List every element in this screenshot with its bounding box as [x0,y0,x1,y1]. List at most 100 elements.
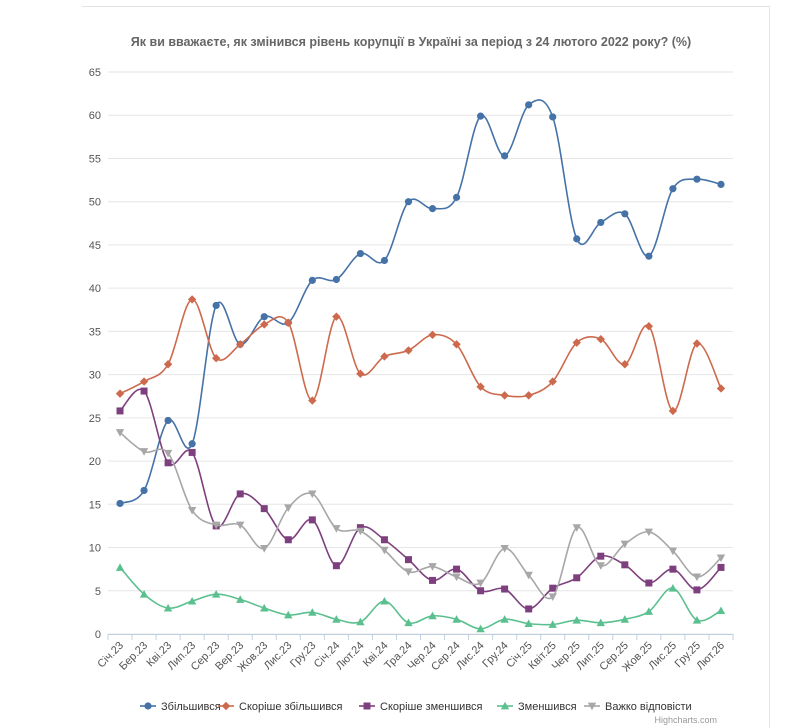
data-point [163,449,173,458]
data-point [236,340,245,349]
data-point [211,590,221,598]
data-point [140,387,148,395]
y-tick-label: 60 [89,110,101,122]
y-tick-label: 25 [89,413,101,425]
data-point [668,406,678,416]
legend-marker [363,702,371,710]
data-point [477,587,485,595]
data-point [308,516,316,524]
data-point [211,521,221,530]
data-point [548,620,557,628]
data-point [332,562,340,570]
data-point [236,490,244,498]
top-divider [82,6,770,7]
data-point [380,536,388,544]
data-point [332,275,340,284]
data-point [525,605,533,613]
data-point [284,504,293,512]
legend-item[interactable]: Скоріше зменшився [359,701,483,713]
legend-label: Збільшився [161,701,221,713]
data-point [308,276,316,284]
data-point [692,339,702,348]
data-point [453,565,461,573]
data-point [428,205,437,213]
data-point [717,180,725,188]
data-point [356,617,365,626]
y-tick-label: 65 [89,67,101,79]
y-tick-label: 20 [89,456,101,468]
y-tick-label: 35 [89,326,101,338]
legend-marker [144,702,152,710]
data-point [572,615,581,624]
legend-item[interactable]: Збільшився [140,701,221,713]
data-point [716,606,726,615]
data-point [596,562,605,570]
data-point [356,369,365,378]
data-point [308,608,317,616]
data-point [452,573,461,582]
data-point [548,593,557,602]
data-point [669,185,677,193]
data-point [188,448,196,456]
grid-lines [108,71,733,635]
legend-marker [500,701,510,710]
data-point [621,210,629,218]
data-point [452,615,461,623]
data-point [115,389,125,398]
legend-label: Важко відповісти [605,701,692,713]
series-2 [115,295,726,416]
data-point [428,330,437,340]
data-point [284,536,292,544]
legend-item[interactable]: Скоріше збільшився [218,701,343,713]
legend-item[interactable]: Важко відповісти [584,701,692,713]
data-point [476,579,485,588]
data-point [163,603,173,612]
data-point [596,618,605,627]
data-point [476,382,485,391]
data-point [187,295,197,304]
data-point [236,595,245,603]
data-point [644,607,654,615]
data-point [404,198,413,206]
x-axis: Січ.23Бер.23Кві.23Лип.23Сер.23Вер.23Жов.… [95,634,734,674]
data-point [260,320,269,329]
data-point [115,429,125,437]
data-point [163,360,173,369]
series-line [119,298,722,412]
data-point [140,486,148,495]
legend-label: Скоріше збільшився [239,701,343,713]
legend[interactable]: Збільшився Скоріше збільшився Скоріше змен… [140,701,692,713]
legend-item[interactable]: Зменшився [497,701,577,713]
y-tick-label: 0 [95,629,101,641]
data-point [524,619,533,628]
data-point [500,545,509,553]
credits-text[interactable]: Highcharts.com [654,715,717,725]
data-point [260,603,269,612]
y-tick-label: 5 [95,586,101,598]
data-point [500,391,509,400]
data-point [260,313,268,321]
series-line [119,388,722,610]
data-point [356,527,365,536]
data-point [597,218,605,227]
data-point [668,583,678,592]
y-tick-label: 10 [89,543,101,555]
data-point [573,235,581,243]
data-point [644,528,654,537]
data-point [620,540,630,549]
data-point [428,563,437,571]
data-point [716,554,726,563]
data-point [524,391,533,400]
y-tick-label: 50 [89,197,101,209]
y-tick-label: 45 [89,240,101,252]
y-tick-label: 30 [89,370,101,382]
data-point [572,524,581,532]
data-point [645,579,653,587]
legend-label: Скоріше зменшився [380,701,483,713]
data-point [501,152,509,160]
data-point [260,545,269,553]
data-point [115,563,125,571]
data-point [188,440,196,448]
data-point [501,585,509,593]
data-point [308,490,317,499]
